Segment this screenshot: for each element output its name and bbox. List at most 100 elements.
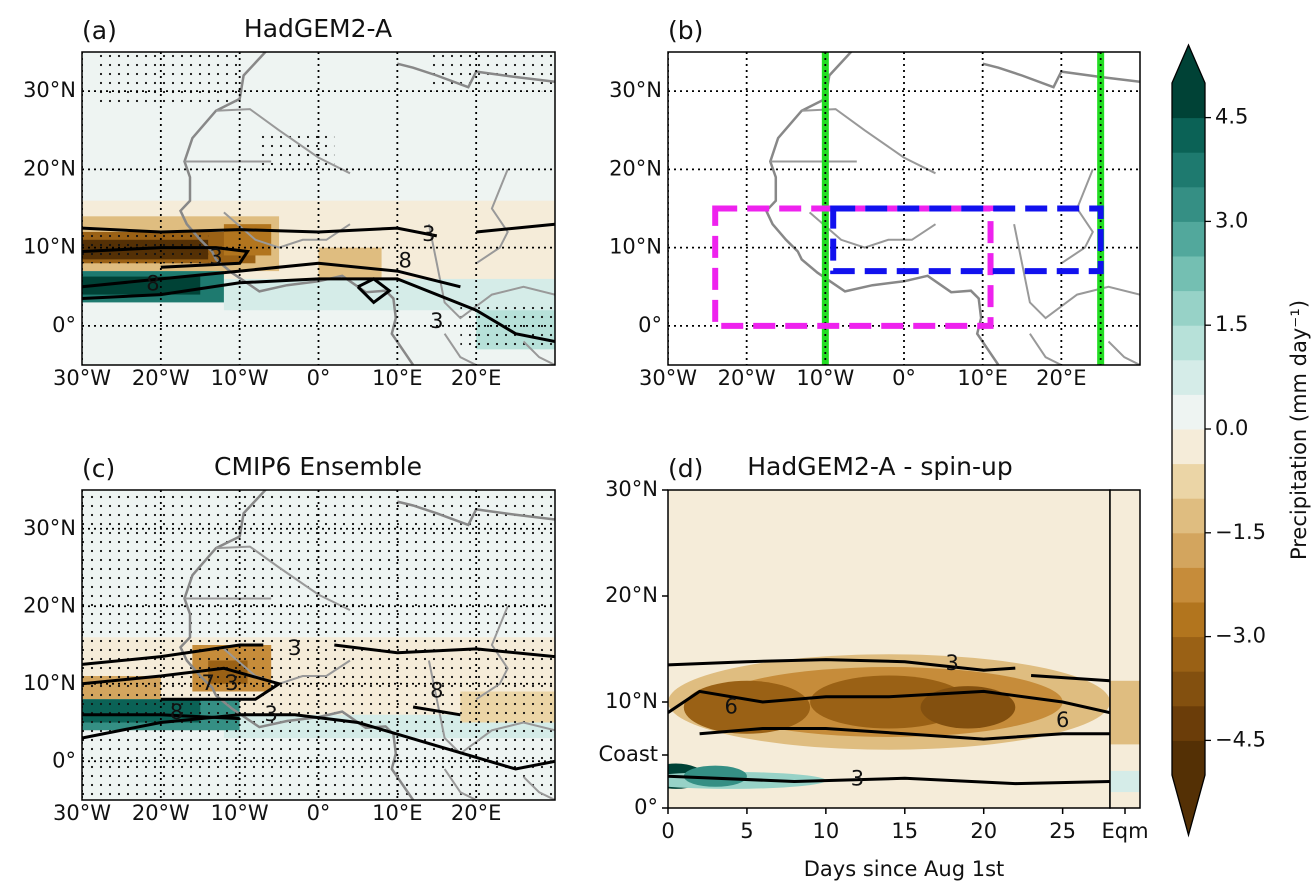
border — [522, 776, 555, 800]
contour — [1030, 674, 1110, 683]
x-tick-label: 0 — [661, 819, 674, 843]
x-tick-label: 0° — [892, 366, 916, 390]
contour — [356, 277, 392, 305]
colorbar-tick-label: 1.5 — [1215, 312, 1248, 336]
panel-title: HadGEM2-A — [244, 14, 392, 43]
y-tick-label: 20°N — [23, 156, 76, 180]
colorbar-segment — [1172, 498, 1205, 534]
eqm-shade — [1110, 770, 1140, 793]
border — [1060, 169, 1094, 265]
x-tick-label: 5 — [740, 819, 753, 843]
colorbar-segment — [1172, 567, 1205, 603]
contour-label: 7 — [201, 671, 214, 695]
colorbar-segment — [1172, 394, 1205, 430]
x-tick-label: 20°E — [1036, 366, 1087, 390]
contour-label: 3 — [288, 636, 301, 660]
colorbar-segment — [1172, 463, 1205, 499]
border — [1107, 340, 1140, 365]
colorbar-tick-label: 4.5 — [1215, 105, 1248, 129]
x-tick-label: 20°W — [132, 366, 190, 390]
contour — [82, 246, 251, 269]
contour-label: 3 — [945, 651, 958, 675]
colorbar-tick-label: 0.0 — [1215, 416, 1248, 440]
y-tick-label: 10°N — [605, 689, 658, 713]
y-tick-label: 0° — [52, 313, 76, 337]
contour — [668, 774, 1110, 786]
border — [443, 333, 477, 365]
coastline — [764, 52, 1000, 365]
shading — [683, 680, 811, 734]
x-tick-label: 15 — [891, 819, 918, 843]
contour — [82, 713, 555, 771]
contour-label: 8 — [399, 249, 412, 273]
y-tick-label: 20°N — [605, 583, 658, 607]
border — [808, 211, 937, 249]
colorbar-segment — [1172, 429, 1205, 465]
contour-label: 3 — [851, 766, 864, 790]
y-tick-label: 30°N — [609, 78, 662, 102]
contour — [412, 705, 461, 717]
coastline — [179, 52, 415, 365]
x-tick-label: 10°W — [211, 366, 269, 390]
colorbar-tick-label: −3.0 — [1215, 624, 1266, 648]
y-tick-label: Coast — [598, 742, 658, 766]
x-tick-label: 10 — [812, 819, 839, 843]
border — [1013, 224, 1140, 320]
x-tick-label: 10°E — [372, 366, 423, 390]
border — [215, 545, 351, 611]
colorbar-segment — [1172, 152, 1205, 188]
colorbar-segment — [1172, 602, 1205, 638]
stipple — [82, 490, 555, 800]
contour — [668, 689, 1110, 715]
contour — [82, 277, 555, 343]
coastline — [396, 62, 555, 89]
contour — [476, 222, 555, 234]
panel: 33 883 — [82, 52, 555, 365]
x-tick-label: 10°E — [372, 801, 423, 825]
x-tick-label: 10°W — [796, 366, 854, 390]
x-axis-label: Days since Aug 1st — [804, 857, 1005, 881]
border — [475, 169, 509, 265]
contour — [82, 643, 264, 666]
x-tick-label: 20°W — [132, 801, 190, 825]
y-tick-label: 30°N — [23, 78, 76, 102]
colorbar-segment — [1172, 83, 1205, 119]
panel-title: HadGEM2-A - spin-up — [747, 452, 1013, 481]
x-tick-label: 10°E — [957, 366, 1008, 390]
colorbar-tick-label: 3.0 — [1215, 208, 1248, 232]
contour — [334, 643, 555, 659]
contour-label: 3 — [430, 309, 443, 333]
y-tick-label: 0° — [634, 795, 658, 819]
border — [215, 108, 351, 175]
shading — [920, 686, 1016, 729]
shading — [668, 490, 1110, 808]
colorbar-segment — [1172, 359, 1205, 395]
contour-label: 8 — [430, 679, 443, 703]
y-tick-label: 10°N — [609, 235, 662, 259]
y-tick-label: 0° — [52, 748, 76, 772]
contour — [82, 226, 438, 238]
x-tick-label: 30°W — [639, 366, 697, 390]
border — [522, 340, 555, 365]
colorbar-label: Precipitation (mm day⁻¹) — [1287, 300, 1311, 560]
x-tick-label: 10°W — [211, 801, 269, 825]
border — [1029, 333, 1062, 365]
contour-label: 8 — [170, 700, 183, 724]
border — [475, 605, 509, 701]
contour-label: 8 — [146, 271, 159, 295]
colorbar-segment — [1172, 636, 1205, 672]
contour-label: 3 — [209, 245, 222, 269]
colorbar-segment — [1172, 671, 1205, 707]
y-tick-label: 20°N — [609, 156, 662, 180]
panel — [668, 52, 1140, 365]
y-tick-label: 20°N — [23, 593, 76, 617]
panel-letter: (a) — [82, 16, 117, 45]
coastline — [397, 500, 555, 527]
panel: 3 6 6 3 — [668, 490, 1110, 808]
panel-letter: (b) — [668, 16, 703, 45]
panel: 37 38 38 — [82, 490, 555, 800]
border — [223, 211, 351, 249]
contour-label: 3 — [422, 222, 435, 246]
contour-label: 3 — [265, 702, 278, 726]
